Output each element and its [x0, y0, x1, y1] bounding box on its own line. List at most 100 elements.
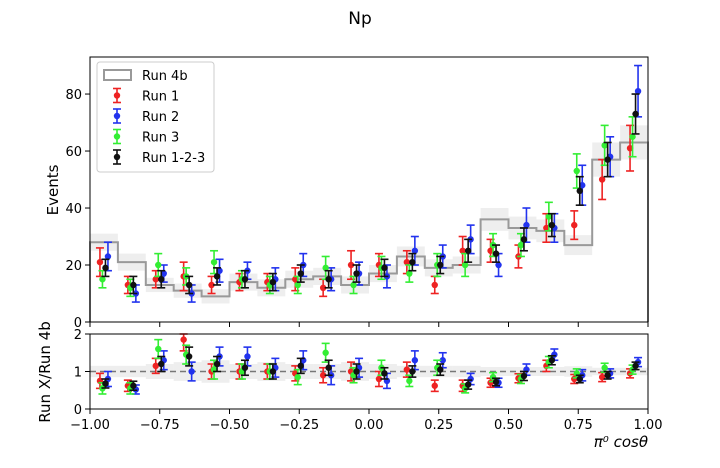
data-point: [319, 372, 327, 379]
data-point: [216, 267, 223, 274]
legend-marker: [113, 153, 121, 161]
data-point: [571, 221, 578, 229]
series-run-1-2-3: [101, 93, 640, 295]
data-point: [545, 213, 553, 220]
x-tick-label: −0.25: [279, 418, 319, 433]
data-point: [598, 176, 606, 183]
y-tick-label: 60: [65, 145, 82, 160]
main-y-axis: 0 20 40 60 80: [65, 88, 90, 331]
y-tick-label: 80: [65, 88, 82, 103]
data-point: [158, 276, 165, 283]
x-axis-label: π⁰ cosθ: [594, 433, 648, 451]
data-point: [601, 364, 608, 371]
y-tick-label: 0: [74, 403, 82, 418]
data-point: [155, 345, 162, 353]
legend: Run 4b Run 1 Run 2 Run 3 Run 1-2-3: [96, 61, 215, 173]
data-point: [437, 366, 444, 373]
legend-label: Run 2: [142, 110, 179, 125]
ratio-band-bin: [173, 362, 202, 381]
data-point: [406, 270, 413, 277]
y-tick-label: 1: [74, 366, 82, 381]
reference-histogram: [89, 141, 649, 322]
series-run-1-2-3: [101, 346, 640, 392]
data-point: [523, 221, 530, 229]
x-tick-label: 0.50: [494, 418, 523, 433]
y-tick-label: 0: [74, 316, 82, 331]
data-point: [576, 187, 583, 195]
data-point: [353, 368, 360, 375]
data-point: [99, 276, 106, 283]
data-point: [573, 167, 580, 175]
data-point: [629, 133, 636, 140]
legend-label: Run 1: [142, 90, 179, 105]
ratio-panel: 0 1 2 −1.00 −0.75 −0.50 −0.25 0.00 0.25 0.50 0.75…: [36, 321, 662, 451]
data-point: [403, 258, 411, 266]
data-point: [411, 357, 419, 364]
legend-marker: [113, 92, 121, 99]
data-point: [381, 370, 388, 377]
x-tick-label: 0.75: [564, 418, 593, 433]
data-point: [439, 357, 446, 364]
data-point: [461, 261, 469, 269]
data-point: [632, 110, 639, 118]
data-point: [350, 281, 357, 289]
legend-marker: [113, 133, 121, 140]
x-tick-label: −0.75: [140, 418, 180, 433]
data-point: [381, 264, 388, 272]
data-point: [543, 224, 550, 232]
series-run-1: [95, 124, 635, 298]
y-tick-label: 40: [65, 202, 82, 217]
main-x-axis: [89, 322, 649, 327]
ratio-y-axis: 0 1 2: [74, 328, 90, 418]
legend-label: Run 4b: [142, 69, 188, 84]
data-point: [213, 360, 221, 368]
y-tick-label: 20: [65, 259, 82, 274]
data-point: [241, 276, 249, 283]
data-point: [632, 362, 639, 370]
data-point: [409, 258, 416, 266]
ratio-band-bin: [285, 364, 314, 379]
data-point: [322, 349, 329, 356]
legend-marker: [113, 112, 121, 120]
data-point: [292, 276, 299, 283]
data-point: [244, 353, 251, 360]
data-point: [403, 366, 411, 373]
legend-label: Run 1-2-3: [142, 151, 205, 166]
data-point: [579, 182, 586, 189]
data-point: [517, 241, 525, 249]
data-point: [241, 364, 249, 371]
x-tick-label: −0.50: [210, 418, 250, 433]
main-series-group: [95, 64, 643, 303]
data-point: [96, 258, 104, 266]
data-point: [180, 336, 187, 343]
x-tick-label: 0.00: [355, 418, 384, 433]
data-point: [158, 360, 165, 368]
data-point: [104, 253, 112, 260]
data-point: [437, 261, 444, 269]
legend-frame: [96, 61, 215, 173]
data-point: [130, 281, 137, 289]
data-point: [155, 261, 162, 269]
data-point: [548, 221, 556, 229]
data-point: [152, 276, 159, 283]
data-point: [431, 281, 438, 289]
data-point: [213, 273, 221, 280]
data-point: [492, 250, 500, 257]
data-point: [102, 380, 109, 387]
data-point: [102, 264, 109, 272]
data-point: [322, 264, 329, 272]
data-point: [604, 372, 611, 379]
data-point: [325, 276, 332, 283]
data-point: [297, 362, 304, 370]
data-point: [548, 357, 556, 364]
data-point: [347, 261, 355, 269]
data-point: [297, 270, 304, 277]
x-tick-label: −1.00: [70, 418, 110, 433]
ratio-band-bin: [452, 365, 481, 378]
data-point: [185, 281, 193, 289]
data-point: [492, 378, 500, 386]
data-point: [459, 247, 466, 254]
legend-label: Run 3: [142, 131, 179, 146]
data-point: [576, 375, 583, 383]
